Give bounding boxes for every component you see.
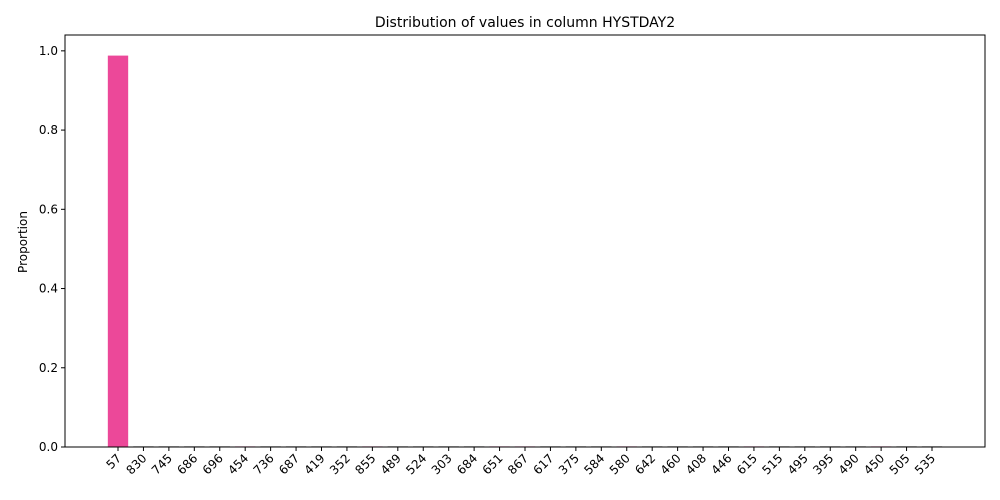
y-tick-label: 0.0 bbox=[39, 440, 58, 454]
x-axis: 57 830 745 686 696 454 736 687 419 352 855 489 524 30… bbox=[103, 447, 938, 477]
x-tick-label: 736 bbox=[251, 451, 277, 477]
x-tick-label: 495 bbox=[785, 451, 811, 477]
x-tick-label: 460 bbox=[658, 451, 684, 477]
x-tick-label: 867 bbox=[505, 451, 531, 477]
x-tick-label: 408 bbox=[683, 451, 709, 477]
y-axis-label: Proportion bbox=[16, 211, 30, 273]
bar-57 bbox=[107, 55, 129, 447]
x-tick-label: 535 bbox=[912, 451, 938, 477]
y-tick-label: 0.8 bbox=[39, 123, 58, 137]
x-tick-label: 352 bbox=[327, 451, 353, 477]
x-tick-label: 303 bbox=[429, 451, 455, 477]
x-tick-label: 450 bbox=[861, 451, 887, 477]
y-tick-label: 0.4 bbox=[39, 282, 58, 296]
x-tick-label: 515 bbox=[759, 451, 785, 477]
x-tick-label: 446 bbox=[709, 451, 735, 477]
x-tick-label: 642 bbox=[632, 451, 658, 477]
chart-title: Distribution of values in column HYSTDAY… bbox=[375, 15, 675, 31]
y-axis: 0.0 0.2 0.4 0.6 0.8 1.0 bbox=[39, 44, 65, 454]
x-tick-label: 580 bbox=[607, 451, 633, 477]
x-tick-label: 855 bbox=[352, 451, 378, 477]
x-tick-label: 684 bbox=[454, 451, 480, 477]
bars bbox=[107, 55, 943, 447]
x-tick-label: 524 bbox=[403, 451, 429, 477]
y-tick-label: 0.2 bbox=[39, 361, 58, 375]
x-tick-label: 617 bbox=[530, 451, 556, 477]
x-tick-label: 489 bbox=[378, 451, 404, 477]
x-tick-label: 745 bbox=[149, 451, 175, 477]
x-tick-label: 687 bbox=[276, 451, 302, 477]
x-tick-label: 375 bbox=[556, 451, 582, 477]
x-tick-label: 696 bbox=[200, 451, 226, 477]
x-tick-label: 490 bbox=[836, 451, 862, 477]
x-tick-label: 505 bbox=[887, 451, 913, 477]
x-tick-label: 419 bbox=[302, 451, 328, 477]
y-tick-label: 1.0 bbox=[39, 44, 58, 58]
plot-frame bbox=[64, 34, 986, 448]
x-tick-label: 830 bbox=[123, 451, 149, 477]
y-tick-label: 0.6 bbox=[39, 202, 58, 216]
x-tick-label: 615 bbox=[734, 451, 760, 477]
x-tick-label: 686 bbox=[174, 451, 200, 477]
x-tick-label: 395 bbox=[810, 451, 836, 477]
x-tick-label: 57 bbox=[103, 451, 124, 472]
x-tick-label: 454 bbox=[225, 451, 251, 477]
x-tick-label: 584 bbox=[581, 451, 607, 477]
x-tick-label: 651 bbox=[480, 451, 506, 477]
